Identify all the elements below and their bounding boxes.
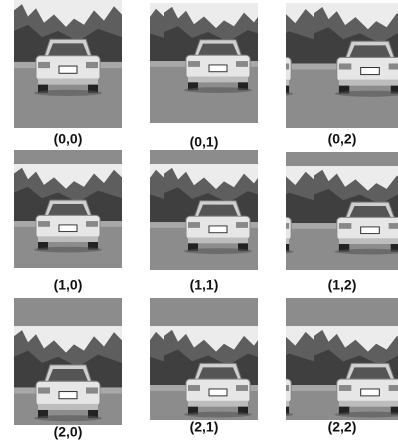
car-photo — [164, 3, 272, 123]
cell-label: (0,1) — [190, 134, 219, 150]
car-photo — [314, 166, 398, 284]
cell-label: (1,1) — [190, 277, 219, 293]
cell-label: (2,0) — [54, 424, 83, 440]
car-photo — [14, 164, 122, 282]
car-photo — [14, 0, 122, 128]
image-cell: (0,0) — [14, 0, 122, 147]
cell-label: (2,1) — [190, 419, 219, 435]
image — [14, 0, 122, 128]
cell-label: (2,2) — [328, 419, 357, 435]
cell-label: (1,2) — [328, 277, 357, 293]
image-grid: (0,0) (0,1) (0,2) (1,0) (1,1) (1,2) (2,0) (2,1)… — [14, 0, 398, 448]
cell-label: (0,2) — [328, 131, 357, 147]
car-photo — [164, 164, 272, 284]
cell-label: (0,0) — [54, 131, 83, 147]
car-photo — [314, 3, 398, 128]
figure: (0,0) (0,1) (0,2) (1,0) (1,1) (1,2) (2,0) (2,1)… — [0, 0, 398, 448]
cell-label: (1,0) — [54, 277, 83, 293]
